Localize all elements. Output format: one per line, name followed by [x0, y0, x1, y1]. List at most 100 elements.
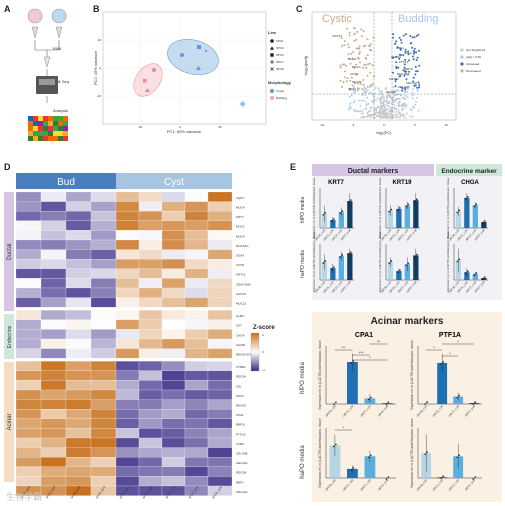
row-group-ductal-label: Ductal: [7, 243, 13, 260]
colorbar-tick-mid: 0: [262, 350, 264, 354]
heatmap-cell: [115, 399, 140, 410]
bar-y-axis-label: Expression rel. to β-ACTIN and fetal pan…: [318, 418, 322, 487]
heatmap-cell: [115, 437, 140, 448]
heatmap-cell: [40, 211, 67, 221]
heatmap-row-label: CPA1: [236, 413, 244, 417]
heatmap-cell: [115, 370, 140, 381]
heatmap-cell: [207, 466, 233, 477]
data-point: [324, 212, 327, 214]
heatmap-cell: [65, 447, 92, 458]
heatmap-cell: [15, 466, 42, 477]
row-label-hapo-bottom: haPO media: [300, 445, 306, 479]
heatmap-cell: [40, 338, 67, 349]
volcano-point-ns: [387, 113, 389, 116]
volcano-point-padj: [366, 103, 368, 106]
volcano-point-padj: [397, 89, 400, 92]
volcano-point-padj: [397, 101, 400, 104]
heatmap-cell: [90, 466, 117, 477]
volcano-point-decreased: [345, 64, 348, 67]
heatmap-cell: [90, 409, 117, 419]
heatmap-cell: [40, 389, 67, 400]
volcano-point-padj: [411, 97, 414, 99]
heatmap-row-label: AQP1: [236, 196, 244, 200]
volcano-gene-label: CPA2: [404, 51, 412, 55]
heatmap-cell: [184, 370, 209, 381]
volcano-point-increased: [404, 88, 407, 91]
heatmap-cell: [90, 287, 117, 298]
heatmap-cell: [184, 278, 209, 289]
heatmap-cell: [90, 230, 117, 241]
heatmap-cell: [40, 476, 67, 487]
heatmap-cell: [161, 278, 186, 289]
volcano-point-padj: [411, 88, 414, 90]
heatmap-cell: [65, 191, 92, 202]
heatmap-cell: [161, 297, 186, 308]
data-point: [424, 403, 427, 405]
data-point: [333, 403, 335, 406]
data-point: [416, 198, 418, 200]
volcano-point-padj: [387, 102, 389, 105]
data-point: [484, 276, 486, 278]
heatmap-column-label: hPO3_bud: [70, 485, 82, 499]
volcano-point-increased: [404, 48, 407, 51]
heatmap-cell: [184, 418, 209, 429]
heatmap-column-label: hPO2_bud: [45, 485, 57, 499]
data-point: [335, 401, 337, 404]
volcano-point-decreased: [351, 84, 354, 87]
pca-point: [196, 66, 201, 70]
heatmap-cell: [65, 389, 92, 400]
volcano-point-ns: [385, 116, 387, 118]
heatmap-cell: [40, 230, 67, 241]
heatmap-cell: [207, 329, 233, 340]
bar-y-axis-label: Expression rel. to β-ACTIN and fetal pan…: [410, 340, 414, 409]
volcano-point-increased: [414, 84, 417, 87]
legend-line-marker: [270, 60, 274, 64]
heatmap-column-label: hPO1_bud: [20, 485, 32, 499]
volcano-point-increased: [398, 36, 401, 39]
heatmap-cell: [90, 220, 117, 231]
volcano-point-padj: [362, 99, 365, 102]
heatmap-cell: [15, 409, 42, 419]
significance-star: *: [457, 339, 459, 344]
heatmap-row-label: CPA2: [236, 394, 244, 398]
volcano-point-ns: [404, 117, 407, 119]
volcano-point-ns: [397, 109, 400, 112]
heatmap-row-label: RBPJ: [236, 480, 244, 484]
volcano-point-decreased: [369, 62, 371, 65]
bar: [387, 210, 393, 228]
heatmap-cell: [138, 220, 163, 231]
heatmap-cell: [207, 211, 233, 221]
analysis-heatmap-cell: [43, 136, 48, 141]
volcano-point-padj: [404, 103, 407, 105]
panel-e-letter: E: [290, 162, 296, 172]
volcano-x-tick: -5: [352, 123, 355, 127]
volcano-point-ns: [398, 112, 401, 115]
heatmap-cell: [90, 447, 117, 458]
heatmap-cell: [40, 380, 67, 391]
analysis-heatmap-cell: [28, 116, 33, 121]
data-point: [350, 362, 353, 364]
volcano-point-decreased: [343, 40, 346, 43]
volcano-point-decreased: [362, 45, 365, 48]
heatmap-cell: [138, 329, 163, 340]
volcano-point-ns: [366, 111, 369, 114]
heatmap-cell: [184, 220, 209, 231]
volcano-point-padj: [383, 99, 386, 102]
legend-line-label: hPO3: [276, 53, 284, 57]
volcano-point-padj: [360, 99, 363, 102]
heatmap-cell: [90, 370, 117, 381]
volcano-point-increased: [409, 35, 412, 37]
volcano-point-padj: [370, 107, 372, 110]
volcano-point-increased: [402, 34, 405, 37]
heatmap-cell: [65, 319, 92, 330]
heatmap-cell: [138, 428, 163, 439]
heatmap-cell: [90, 191, 117, 202]
volcano-point-increased: [407, 73, 410, 76]
volcano-point-ns: [376, 105, 379, 108]
volcano-point-ns: [378, 106, 381, 109]
panel-a-letter: A: [4, 4, 11, 14]
volcano-point-padj: [368, 92, 371, 94]
heatmap-cell: [40, 268, 67, 279]
volcano-point-decreased: [366, 54, 369, 57]
volcano-point-decreased: [350, 52, 353, 55]
